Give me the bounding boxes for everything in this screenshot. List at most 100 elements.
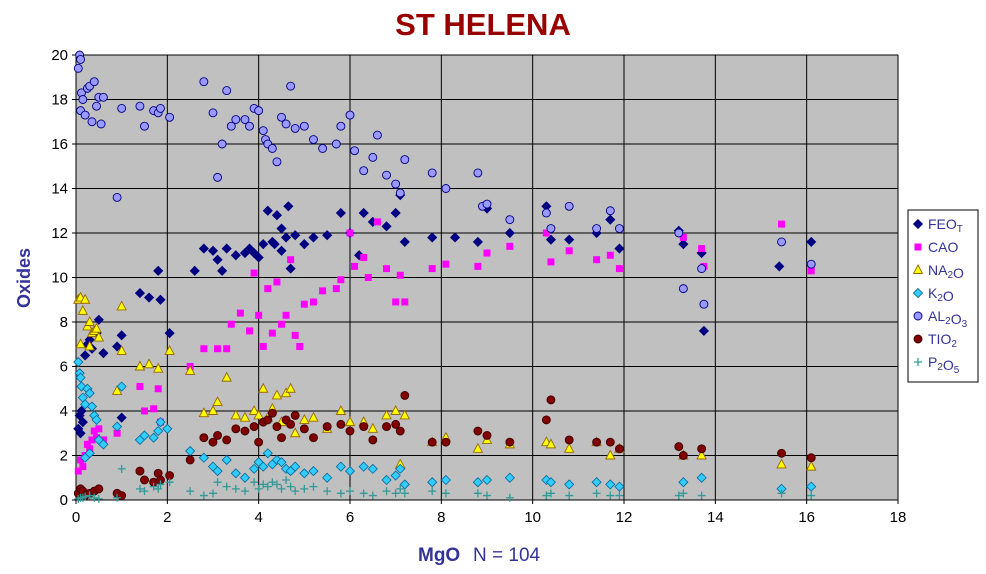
data-point-al2o3 xyxy=(89,77,99,87)
data-point-al2o3 xyxy=(140,121,149,131)
data-point-k2o xyxy=(139,430,150,441)
data-point-tio2 xyxy=(272,422,282,432)
data-point-al2o3 xyxy=(281,119,291,129)
x-tick-label: 12 xyxy=(616,509,633,526)
data-point-feot xyxy=(271,210,282,221)
data-point-k2o xyxy=(678,477,689,488)
data-point-tio2 xyxy=(267,408,277,418)
legend-marker xyxy=(914,243,922,251)
data-point-tio2 xyxy=(286,419,296,429)
data-point-feot xyxy=(427,232,438,243)
data-point-cao xyxy=(364,274,372,281)
data-point-cao xyxy=(615,265,623,273)
data-point-tio2 xyxy=(678,451,688,460)
data-point-k2o xyxy=(696,472,707,483)
data-point-cao xyxy=(360,253,368,261)
data-point-feot xyxy=(358,207,369,219)
data-point-na2o xyxy=(776,458,787,469)
data-point-feot xyxy=(212,254,223,265)
data-point-na2o xyxy=(381,409,392,420)
data-point-p2o5 xyxy=(615,491,624,500)
data-point-k2o xyxy=(299,468,310,479)
data-point-feot xyxy=(198,243,209,254)
data-point-k2o xyxy=(399,479,410,490)
x-tick-label: 18 xyxy=(890,509,907,526)
data-point-p2o5 xyxy=(679,489,688,498)
data-point-na2o xyxy=(257,382,269,393)
data-point-al2o3 xyxy=(217,139,227,149)
data-point-k2o xyxy=(322,472,333,483)
data-point-feot xyxy=(77,417,88,428)
data-point-na2o xyxy=(285,382,296,393)
data-point-k2o xyxy=(212,466,223,477)
data-point-cao xyxy=(141,407,148,415)
x-tick-label: 8 xyxy=(437,509,445,526)
y-tick-label: 20 xyxy=(51,47,68,64)
data-point-cao xyxy=(593,256,601,264)
data-point-k2o xyxy=(148,432,159,443)
data-point-tio2 xyxy=(140,475,149,485)
data-point-cao xyxy=(547,258,555,266)
data-point-p2o5 xyxy=(565,491,574,500)
data-point-feot xyxy=(258,239,269,250)
data-point-cao xyxy=(392,298,400,306)
data-point-na2o xyxy=(696,449,707,460)
data-point-p2o5 xyxy=(113,493,122,502)
data-point-cao xyxy=(268,329,276,337)
data-point-k2o xyxy=(155,417,166,428)
data-point-al2o3 xyxy=(391,179,401,189)
data-point-feot xyxy=(449,232,461,243)
data-point-al2o3 xyxy=(290,123,300,133)
data-point-p2o5 xyxy=(85,491,94,500)
data-point-k2o xyxy=(381,474,392,486)
data-point-al2o3 xyxy=(605,206,615,216)
data-point-k2o xyxy=(481,474,493,486)
data-point-na2o xyxy=(253,409,264,420)
data-point-na2o xyxy=(134,360,146,371)
data-point-na2o xyxy=(75,338,86,349)
data-point-na2o xyxy=(289,427,301,438)
data-point-p2o5 xyxy=(807,491,816,500)
data-point-p2o5 xyxy=(240,487,249,496)
legend-marker xyxy=(912,218,924,230)
data-point-al2o3 xyxy=(78,95,88,104)
data-point-na2o xyxy=(198,407,210,418)
data-point-feot xyxy=(285,263,296,274)
data-point-al2o3 xyxy=(80,110,90,120)
data-point-k2o xyxy=(605,479,616,490)
data-point-feot xyxy=(144,292,155,303)
data-point-p2o5 xyxy=(250,478,259,487)
data-point-cao xyxy=(778,220,786,228)
data-point-tio2 xyxy=(674,442,684,452)
data-point-k2o xyxy=(395,463,406,474)
data-point-tio2 xyxy=(541,415,551,425)
x-tick-label: 2 xyxy=(163,509,171,526)
data-point-cao xyxy=(88,436,96,444)
data-point-al2o3 xyxy=(359,166,369,176)
data-point-p2o5 xyxy=(154,484,163,493)
data-point-cao xyxy=(442,260,450,268)
data-point-k2o xyxy=(86,401,98,412)
grid-lines xyxy=(76,54,899,500)
data-point-al2o3 xyxy=(254,106,264,116)
data-point-feot xyxy=(399,236,410,247)
data-point-p2o5 xyxy=(323,487,332,496)
data-point-tio2 xyxy=(400,390,410,400)
data-point-p2o5 xyxy=(135,484,144,493)
data-point-na2o xyxy=(230,409,242,420)
data-point-cao xyxy=(373,218,381,226)
data-point-al2o3 xyxy=(87,117,97,127)
data-point-k2o xyxy=(545,477,556,488)
data-point-p2o5 xyxy=(359,489,368,498)
data-point-na2o xyxy=(207,405,219,415)
data-point-feot xyxy=(276,223,287,234)
data-point-cao xyxy=(807,267,815,275)
data-point-al2o3 xyxy=(76,55,86,64)
data-point-p2o5 xyxy=(592,489,601,498)
chart-title: ST HELENA xyxy=(395,7,571,42)
y-tick-label: 6 xyxy=(60,359,68,376)
data-point-cao xyxy=(90,427,98,435)
data-point-tio2 xyxy=(614,444,624,454)
data-point-al2o3 xyxy=(208,108,218,118)
data-point-tio2 xyxy=(213,431,223,440)
